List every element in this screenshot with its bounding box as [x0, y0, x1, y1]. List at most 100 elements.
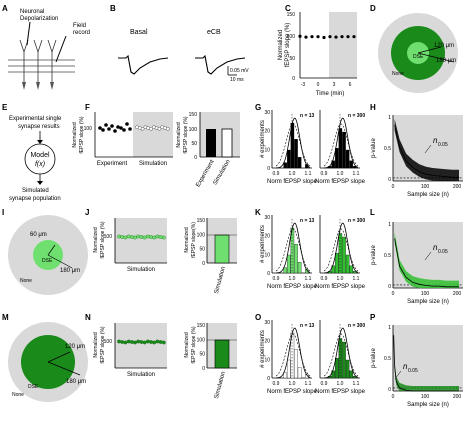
sim-point	[158, 340, 163, 344]
c-data-point	[316, 35, 320, 39]
hist-bar	[335, 148, 339, 169]
c-data-point	[328, 35, 332, 39]
field-label-1: Field	[73, 23, 86, 29]
f-exp-point	[110, 124, 114, 128]
pvalue-mean-line	[394, 125, 459, 178]
panel-label-d: D	[370, 4, 376, 13]
f-exp-point	[104, 123, 108, 127]
hist-fit-curve-dashed	[275, 123, 311, 167]
f-exp-point	[122, 128, 126, 132]
hist-fit-curve	[324, 117, 359, 169]
hist-xlabel-left: Norm fEPSP slope	[267, 179, 318, 185]
hist-xlabel-right: Norm fEPSP slope	[315, 179, 366, 185]
depol-label-1: Neuronal	[20, 9, 44, 15]
sim-point	[149, 340, 153, 344]
panel-label-m: M	[2, 313, 9, 322]
n005-sub: 0.05	[438, 142, 448, 148]
hist-fit-curve	[324, 327, 359, 379]
hist-bar	[349, 265, 353, 274]
hist-bar	[297, 157, 302, 169]
e-top-2: synapse results	[18, 124, 60, 130]
panel-f-plots: 100 Normalized fEPSP slope (%) Experimen…	[72, 112, 240, 188]
m-outer: None	[12, 392, 24, 398]
hist-xtick: 0.9	[273, 171, 280, 177]
f-exp-point	[116, 125, 120, 129]
pvalue-ylabel: p-value	[371, 245, 377, 265]
d-outer: None	[392, 71, 404, 77]
f-xlabel-sim: Simulation	[139, 161, 167, 167]
panel-label-j: J	[85, 208, 89, 217]
sim-xlabel: Simulation	[127, 267, 155, 273]
sim-point	[133, 235, 137, 240]
e-top-1: Experimental single	[9, 116, 62, 122]
hist-bar	[349, 160, 353, 169]
ytick: 100	[287, 34, 296, 40]
pvalue-xtick: 100	[421, 394, 430, 400]
hist-xlabel-right: Norm fEPSP slope	[315, 389, 366, 395]
sim-xlabel: Simulation	[127, 372, 155, 378]
hist-ytick: 20	[264, 129, 270, 135]
xtick: -3	[301, 82, 306, 88]
c-data-point	[322, 35, 326, 40]
pvalue-xlabel: Sample size (n)	[407, 192, 449, 198]
f-bar-x-sim: Simulation	[213, 159, 232, 186]
n-label-left: n = 13	[300, 113, 315, 119]
sim-point	[133, 340, 137, 345]
sim-point	[142, 340, 147, 345]
hist-xtick: 1.1	[353, 171, 360, 177]
n005-sub: 0.05	[438, 249, 448, 255]
f-ylabel-2: fEPSP slope (%)	[79, 116, 85, 153]
sim-point	[120, 235, 125, 239]
hist-xtick: 0.9	[321, 171, 328, 177]
m-r2: 180 μm	[66, 379, 86, 385]
hist-xlabel-left: Norm fEPSP slope	[267, 389, 318, 395]
c-data-point	[352, 35, 356, 39]
panel-label-h: H	[370, 103, 376, 112]
pvalue-ytick: 0	[388, 387, 391, 393]
hist-fit-curve-dashed	[323, 123, 359, 167]
pvalue-bg	[393, 325, 463, 391]
n-label-right: n = 300	[348, 218, 365, 224]
bar-ylabel-2: fEPSP slope(%)	[191, 222, 197, 258]
pvalue-ytick: 0.5	[384, 356, 391, 362]
i-inner: DSE	[42, 258, 53, 264]
sim-point	[145, 234, 150, 239]
i-r1: 60 μm	[30, 232, 47, 238]
hist-ytick: 10	[264, 252, 270, 258]
hist-ytick: 10	[264, 147, 270, 153]
panel-h-pvalue: 1 0.5 00 100 200 p-value Sample size (n) n 0.05	[371, 115, 463, 198]
pvalue-xtick: 0	[392, 394, 395, 400]
hist-xtick: 1.0	[337, 381, 344, 387]
hist-ytick: 10	[264, 357, 270, 363]
ytick: 150	[287, 12, 296, 18]
bar-ytick: 150	[197, 323, 206, 329]
panel-b-traces: Basal eCB 0.05 mV 10 ms	[118, 29, 249, 83]
sim-point	[139, 235, 144, 239]
sim-point	[152, 340, 157, 345]
xtick: 6	[349, 82, 352, 88]
pvalue-xlabel: Sample size (n)	[407, 402, 449, 408]
panel-label-k: K	[255, 208, 261, 217]
panel-label-p: P	[370, 313, 376, 322]
hist-xtick: 1.1	[305, 276, 312, 282]
hist-xtick: 0.9	[321, 381, 328, 387]
n005-pointer	[424, 144, 432, 154]
sim-point	[126, 234, 131, 239]
hist-bar	[331, 160, 335, 169]
scale-ms: 10 ms	[230, 77, 244, 83]
panel-label-c: C	[285, 4, 291, 13]
n-label-left: n = 13	[300, 323, 315, 329]
e-bottom-1: Simulated	[22, 188, 49, 194]
n005-pointer	[394, 370, 402, 380]
pvalue-bg	[393, 222, 463, 288]
m-r1: 120 μm	[65, 344, 85, 350]
c-data-point	[310, 35, 314, 39]
pvalue-ytick: 1	[388, 325, 391, 331]
f-sim-point	[165, 126, 170, 131]
f-sim-point	[157, 126, 162, 131]
hist-xtick: 0.9	[273, 381, 280, 387]
hist-bar	[338, 128, 343, 169]
